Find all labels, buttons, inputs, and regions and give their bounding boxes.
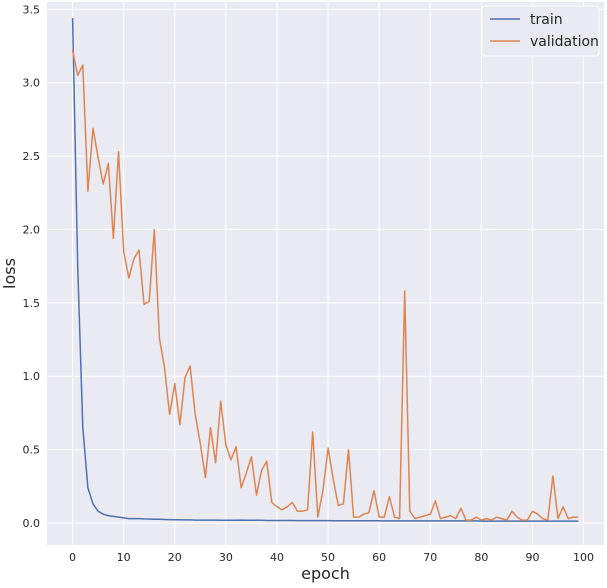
y-tick-label: 2.0 xyxy=(23,223,41,236)
plot-area xyxy=(47,2,604,545)
y-tick-label: 2.5 xyxy=(23,150,41,163)
x-tick-label: 30 xyxy=(219,551,233,564)
x-tick-label: 0 xyxy=(69,551,76,564)
x-tick-label: 80 xyxy=(474,551,488,564)
y-tick-label: 1.5 xyxy=(23,297,41,310)
x-tick-label: 20 xyxy=(168,551,182,564)
series-line-train xyxy=(71,18,579,522)
x-axis-ticks: 0 10 20 30 40 50 60 70 80 90 100 xyxy=(69,551,594,564)
y-tick-label: 0.5 xyxy=(23,444,41,457)
series-line-validation xyxy=(71,50,579,521)
x-tick-label: 50 xyxy=(321,551,335,564)
legend-label-validation: validation xyxy=(530,34,599,50)
x-tick-label: 90 xyxy=(525,551,539,564)
x-tick-label: 60 xyxy=(372,551,386,564)
y-tick-label: 0.0 xyxy=(23,517,41,530)
x-axis-label: epoch xyxy=(301,564,350,583)
y-tick-label: 3.0 xyxy=(23,77,41,90)
y-tick-label: 3.5 xyxy=(23,3,41,16)
y-axis-label: loss xyxy=(0,258,19,289)
x-tick-label: 40 xyxy=(270,551,284,564)
y-axis-ticks: 0.0 0.5 1.0 1.5 2.0 2.5 3.0 3.5 xyxy=(23,3,41,530)
legend-label-train: train xyxy=(530,12,563,28)
legend: train validation xyxy=(481,5,600,57)
series-group xyxy=(71,18,579,522)
y-tick-label: 1.0 xyxy=(23,370,41,383)
x-tick-label: 10 xyxy=(117,551,131,564)
x-tick-label: 100 xyxy=(573,551,594,564)
x-tick-label: 70 xyxy=(423,551,437,564)
